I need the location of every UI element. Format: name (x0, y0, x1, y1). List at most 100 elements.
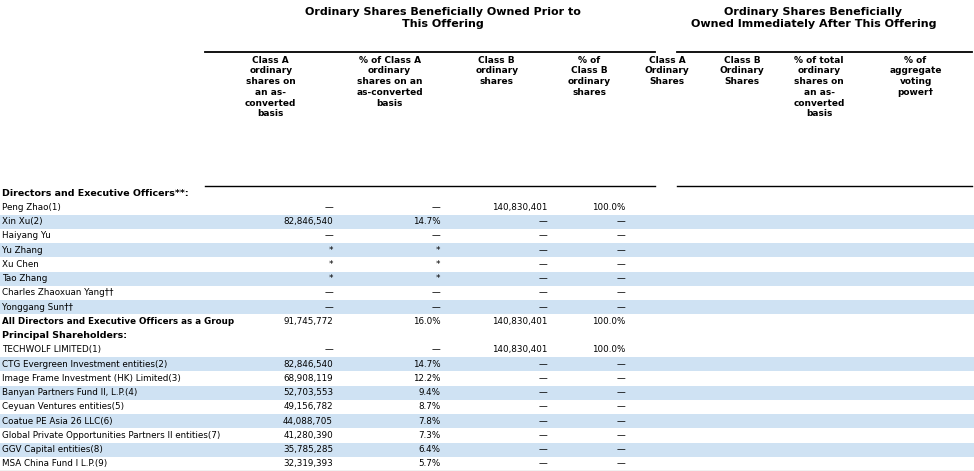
Text: —: — (324, 303, 333, 312)
Text: 8.7%: 8.7% (418, 402, 440, 411)
Text: *: * (328, 260, 333, 269)
Text: —: — (431, 231, 440, 240)
Text: —: — (539, 402, 547, 411)
Text: % of
Class B
ordinary
shares: % of Class B ordinary shares (568, 56, 611, 97)
Text: 41,280,390: 41,280,390 (283, 431, 333, 440)
Text: Haiyang Yu: Haiyang Yu (2, 231, 51, 240)
Text: 82,846,540: 82,846,540 (283, 360, 333, 369)
Text: Xu Chen: Xu Chen (2, 260, 39, 269)
Text: 140,830,401: 140,830,401 (492, 317, 547, 326)
Text: —: — (539, 231, 547, 240)
Text: Ordinary Shares Beneficially Owned Prior to
This Offering: Ordinary Shares Beneficially Owned Prior… (305, 7, 581, 29)
Text: TECHWOLF LIMITED(1): TECHWOLF LIMITED(1) (2, 345, 101, 354)
Text: 49,156,782: 49,156,782 (283, 402, 333, 411)
Text: —: — (431, 203, 440, 212)
Text: Class A
Ordinary
Shares: Class A Ordinary Shares (645, 56, 690, 86)
Text: 44,088,705: 44,088,705 (283, 417, 333, 426)
Text: *: * (328, 246, 333, 255)
Text: 16.0%: 16.0% (413, 317, 440, 326)
Text: Coatue PE Asia 26 LLC(6): Coatue PE Asia 26 LLC(6) (2, 417, 113, 426)
Text: 52,703,553: 52,703,553 (283, 388, 333, 397)
Text: 140,830,401: 140,830,401 (492, 203, 547, 212)
Text: Yu Zhang: Yu Zhang (2, 246, 43, 255)
Text: —: — (324, 231, 333, 240)
Text: —: — (539, 274, 547, 283)
Text: —: — (617, 260, 625, 269)
Text: % of
aggregate
voting
power†: % of aggregate voting power† (889, 56, 942, 97)
Text: 9.4%: 9.4% (418, 388, 440, 397)
Text: —: — (617, 459, 625, 468)
Text: —: — (617, 445, 625, 454)
Text: —: — (539, 459, 547, 468)
Text: MSA China Fund I L.P.(9): MSA China Fund I L.P.(9) (2, 459, 107, 468)
Text: 82,846,540: 82,846,540 (283, 217, 333, 226)
Text: —: — (539, 431, 547, 440)
Text: Principal Shareholders:: Principal Shareholders: (2, 331, 127, 340)
Bar (0, 414, 974, 428)
Bar (0, 243, 974, 257)
Text: —: — (431, 288, 440, 297)
Text: —: — (324, 345, 333, 354)
Text: Peng Zhao(1): Peng Zhao(1) (2, 203, 60, 212)
Text: 7.8%: 7.8% (418, 417, 440, 426)
Text: Directors and Executive Officers**:: Directors and Executive Officers**: (2, 189, 189, 198)
Text: All Directors and Executive Officers as a Group: All Directors and Executive Officers as … (2, 317, 234, 326)
Text: Banyan Partners Fund II, L.P.(4): Banyan Partners Fund II, L.P.(4) (2, 388, 137, 397)
Text: —: — (617, 274, 625, 283)
Bar (0, 300, 974, 314)
Text: —: — (617, 231, 625, 240)
Text: GGV Capital entities(8): GGV Capital entities(8) (2, 445, 103, 454)
Text: —: — (539, 388, 547, 397)
Text: Ceyuan Ventures entities(5): Ceyuan Ventures entities(5) (2, 402, 124, 411)
Text: 5.7%: 5.7% (418, 459, 440, 468)
Text: 140,830,401: 140,830,401 (492, 345, 547, 354)
Text: —: — (539, 217, 547, 226)
Text: 6.4%: 6.4% (418, 445, 440, 454)
Text: —: — (617, 246, 625, 255)
Text: 7.3%: 7.3% (418, 431, 440, 440)
Text: 12.2%: 12.2% (413, 374, 440, 383)
Text: Tao Zhang: Tao Zhang (2, 274, 48, 283)
Text: 14.7%: 14.7% (413, 360, 440, 369)
Text: —: — (617, 374, 625, 383)
Text: —: — (324, 203, 333, 212)
Text: —: — (539, 417, 547, 426)
Bar (0, 385, 974, 400)
Text: 32,319,393: 32,319,393 (283, 459, 333, 468)
Text: —: — (617, 303, 625, 312)
Text: % of Class A
ordinary
shares on an
as-converted
basis: % of Class A ordinary shares on an as-co… (356, 56, 423, 107)
Text: *: * (435, 246, 440, 255)
Text: Charles Zhaoxuan Yang††: Charles Zhaoxuan Yang†† (2, 288, 113, 297)
Text: —: — (539, 303, 547, 312)
Text: —: — (617, 388, 625, 397)
Text: Yonggang Sun††: Yonggang Sun†† (2, 303, 73, 312)
Text: —: — (617, 217, 625, 226)
Text: Class B
Ordinary
Shares: Class B Ordinary Shares (720, 56, 765, 86)
Text: 91,745,772: 91,745,772 (283, 317, 333, 326)
Text: Ordinary Shares Beneficially
Owned Immediately After This Offering: Ordinary Shares Beneficially Owned Immed… (691, 7, 936, 29)
Text: —: — (617, 431, 625, 440)
Bar (0, 215, 974, 229)
Text: —: — (539, 246, 547, 255)
Text: —: — (617, 360, 625, 369)
Text: —: — (617, 288, 625, 297)
Text: Class B
ordinary
shares: Class B ordinary shares (475, 56, 518, 86)
Text: —: — (617, 417, 625, 426)
Text: —: — (539, 445, 547, 454)
Text: —: — (539, 260, 547, 269)
Text: —: — (431, 345, 440, 354)
Text: —: — (324, 288, 333, 297)
Bar (0, 443, 974, 457)
Text: 100.0%: 100.0% (592, 203, 625, 212)
Text: —: — (539, 374, 547, 383)
Text: 100.0%: 100.0% (592, 345, 625, 354)
Text: Class A
ordinary
shares on
an as-
converted
basis: Class A ordinary shares on an as- conver… (245, 56, 296, 118)
Bar (0, 271, 974, 286)
Text: 100.0%: 100.0% (592, 317, 625, 326)
Text: % of total
ordinary
shares on
an as-
converted
basis: % of total ordinary shares on an as- con… (794, 56, 844, 118)
Text: CTG Evergreen Investment entities(2): CTG Evergreen Investment entities(2) (2, 360, 168, 369)
Text: —: — (539, 360, 547, 369)
Text: 14.7%: 14.7% (413, 217, 440, 226)
Text: —: — (617, 402, 625, 411)
Text: 68,908,119: 68,908,119 (283, 374, 333, 383)
